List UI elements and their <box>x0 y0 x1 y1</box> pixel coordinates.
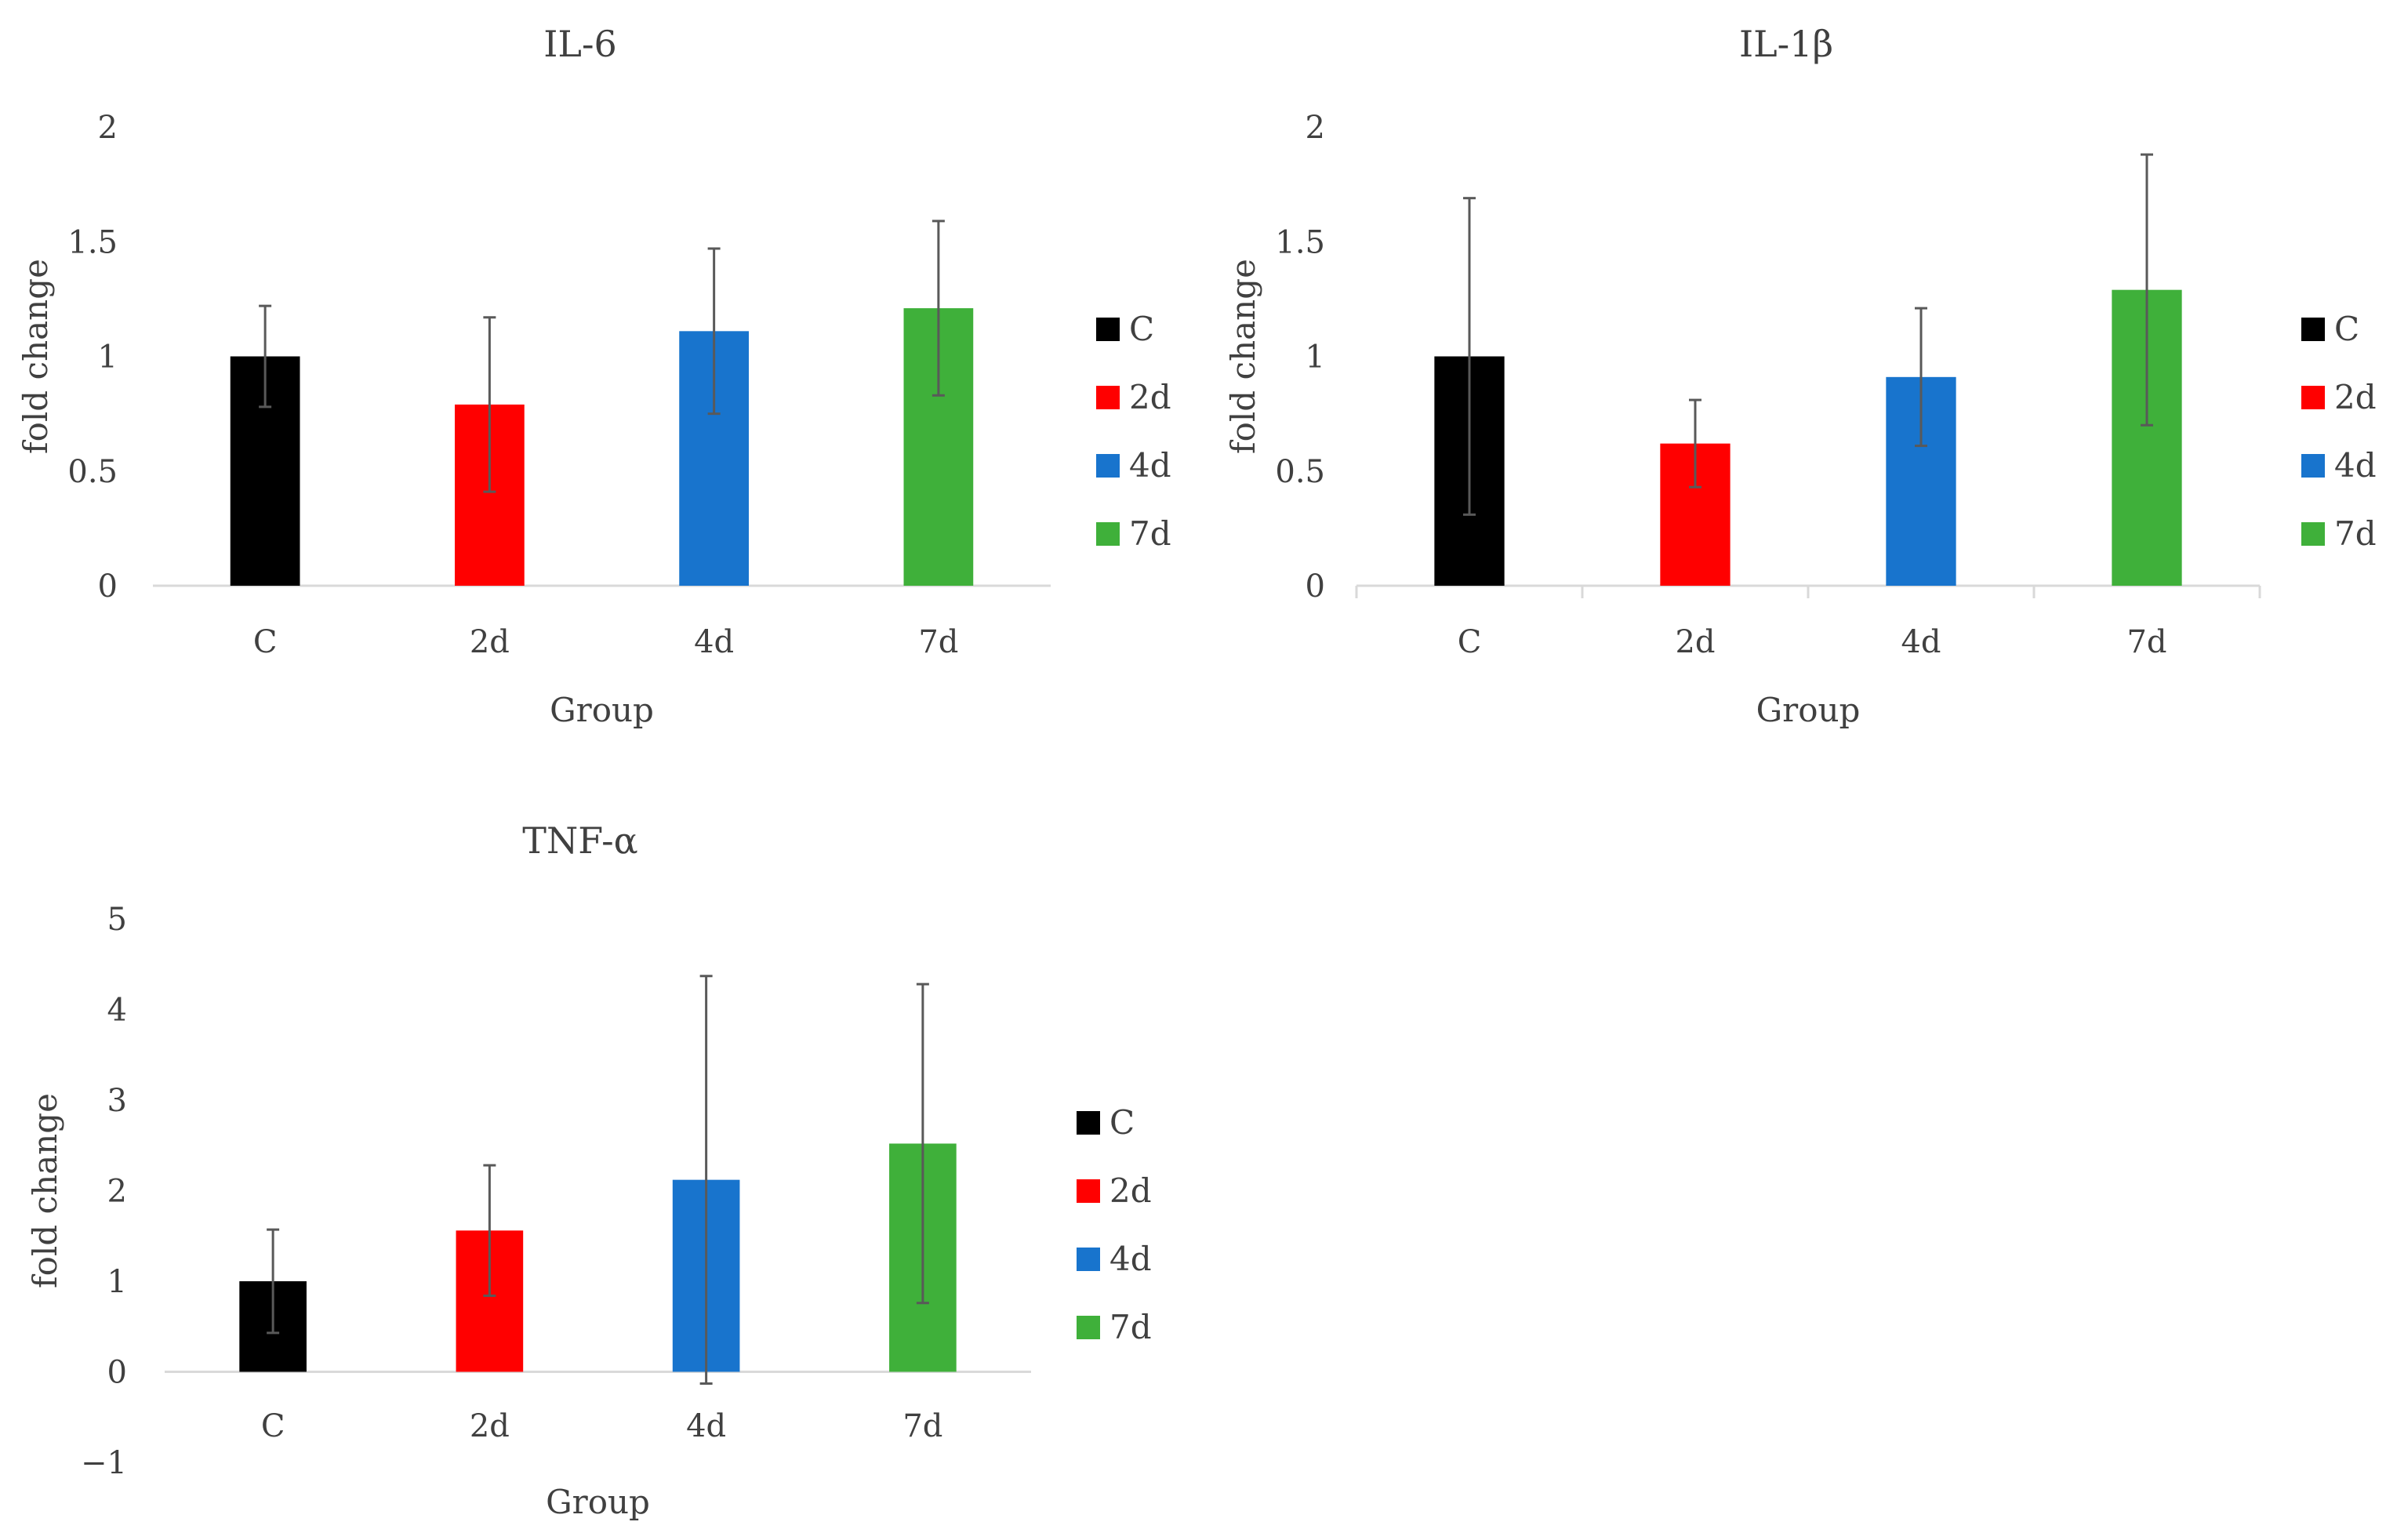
error-bar-7d <box>932 220 945 397</box>
x-tick-label: C <box>1458 624 1482 660</box>
legend-swatch-C <box>1077 1111 1100 1135</box>
legend: C 2d 4d 7d <box>2301 310 2377 553</box>
y-tick-label: 2 <box>1306 110 1325 146</box>
x-tick-label: 4d <box>686 1408 726 1444</box>
x-tick-label: 2d <box>470 624 510 660</box>
y-tick-label: 0.5 <box>1275 454 1325 490</box>
legend-swatch-7d <box>1077 1316 1100 1339</box>
error-bar-2d <box>483 1164 496 1297</box>
y-tick-label: 1.5 <box>67 224 118 260</box>
legend-swatch-4d <box>2301 454 2325 478</box>
x-tick-label: 2d <box>1675 624 1715 660</box>
error-bar-C <box>1463 197 1476 516</box>
legend-swatch-2d <box>2301 386 2325 409</box>
chart-il-6: IL-6 0 0.5 1 1.5 2 C 2d 4d 7d Group fold change C 2d 4… <box>16 23 1171 729</box>
legend-label: 7d <box>1129 514 1171 553</box>
legend-swatch-7d <box>1096 522 1120 546</box>
y-axis-title: fold change <box>16 259 55 454</box>
legend-label: 7d <box>2334 514 2377 553</box>
y-tick-label: 0 <box>98 568 118 605</box>
legend: C 2d 4d 7d <box>1077 1103 1152 1346</box>
error-bar-7d <box>2141 153 2153 427</box>
y-tick-label: 1 <box>98 340 118 376</box>
error-bar-4d <box>699 975 713 1386</box>
chart-title: IL-1β <box>1739 23 1833 65</box>
chart-title: TNF-α <box>522 819 637 862</box>
legend-swatch-4d <box>1077 1248 1100 1271</box>
legend: C 2d 4d 7d <box>1096 310 1171 553</box>
x-tick-label: C <box>253 624 278 660</box>
legend-swatch-2d <box>1096 386 1120 409</box>
y-axis-title: fold change <box>26 1093 64 1288</box>
error-bar-C <box>259 304 272 409</box>
y-tick-label: 1 <box>1306 340 1325 376</box>
legend-label: 2d <box>1129 378 1171 416</box>
y-axis-title: fold change <box>1224 259 1262 454</box>
legend-label: C <box>2334 310 2359 348</box>
legend-swatch-C <box>1096 318 1120 341</box>
x-axis-title: Group <box>550 691 654 729</box>
error-bar-4d <box>707 247 721 416</box>
y-tick-label: 2 <box>107 1174 127 1210</box>
y-tick-label: 5 <box>107 902 127 938</box>
legend-label: 7d <box>1109 1308 1152 1346</box>
chart-tnf-alpha: TNF-α −1 0 1 2 3 4 5 C 2d 4d 7d Group fold change C 2d 4… <box>26 819 1152 1521</box>
y-tick-label: 4 <box>107 993 127 1029</box>
x-tick-label: 2d <box>470 1408 510 1444</box>
legend-label: 2d <box>1109 1171 1152 1210</box>
error-bar-2d <box>1689 398 1701 489</box>
y-tick-label: 0 <box>1306 568 1325 605</box>
legend-swatch-7d <box>2301 522 2325 546</box>
legend-swatch-2d <box>1077 1179 1100 1203</box>
error-bar-4d <box>1915 307 1927 448</box>
y-tick-label: 1.5 <box>1275 224 1325 260</box>
legend-label: 4d <box>2334 446 2377 485</box>
legend-swatch-4d <box>1096 454 1120 478</box>
y-tick-label: −1 <box>81 1445 127 1481</box>
y-tick-label: 0 <box>107 1355 127 1391</box>
y-tick-label: 3 <box>107 1083 127 1119</box>
chart-il-1-beta: IL-1β 0 0.5 1 1.5 2 C 2d 4d 7d Group fold change C 2d… <box>1224 23 2377 729</box>
x-axis-title: Group <box>546 1483 650 1521</box>
y-tick-label: 2 <box>98 110 118 146</box>
legend-label: C <box>1129 310 1154 348</box>
y-tick-label: 1 <box>107 1264 127 1300</box>
y-tick-label: 0.5 <box>67 454 118 490</box>
legend-label: C <box>1109 1103 1135 1142</box>
x-axis-title: Group <box>1756 691 1861 729</box>
x-tick-label: 7d <box>2126 624 2166 660</box>
legend-swatch-C <box>2301 318 2325 341</box>
legend-label: 2d <box>2334 378 2377 416</box>
x-tick-label: C <box>261 1408 285 1444</box>
legend-label: 4d <box>1129 446 1171 485</box>
x-tick-label: 7d <box>902 1408 942 1444</box>
legend-label: 4d <box>1109 1240 1152 1278</box>
chart-title: IL-6 <box>543 23 617 65</box>
x-tick-label: 7d <box>918 624 958 660</box>
x-tick-label: 4d <box>694 624 734 660</box>
error-bar-7d <box>916 982 929 1305</box>
x-tick-label: 4d <box>1901 624 1941 660</box>
error-bar-2d <box>483 316 496 493</box>
error-bar-C <box>267 1228 280 1335</box>
